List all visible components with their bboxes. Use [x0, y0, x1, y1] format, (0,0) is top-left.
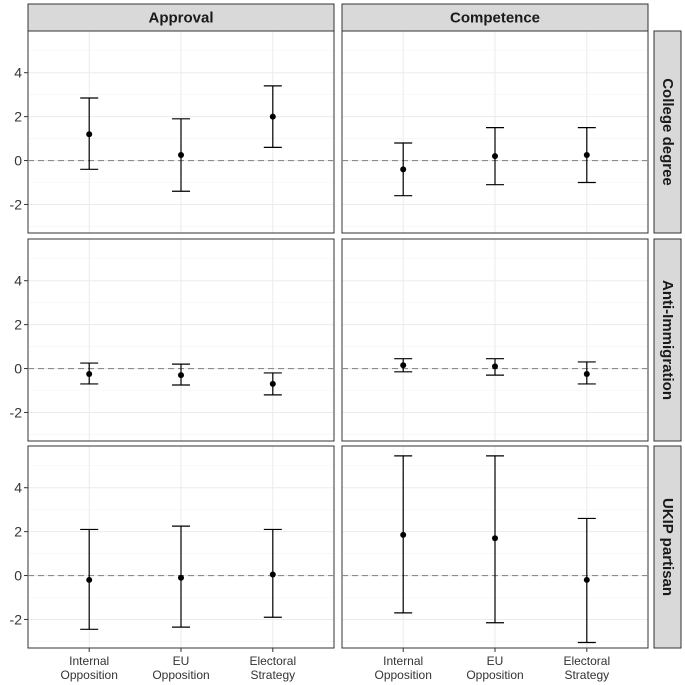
y-tick-label: -2 [10, 611, 23, 627]
error-bar-1 [486, 127, 504, 186]
row-strip-0: College degree [653, 30, 682, 234]
y-tick-label: 4 [14, 480, 22, 496]
y-tick-label: 4 [14, 65, 22, 81]
y-tick-label: 4 [14, 273, 22, 289]
error-bar-2 [263, 528, 282, 618]
x-tick-label: EU Opposition [466, 654, 523, 682]
estimate-point [492, 363, 498, 370]
error-bar-1 [172, 118, 190, 192]
row-label: College degree [659, 78, 676, 186]
panel-1-0: -2 0 2 4 [10, 238, 335, 442]
estimate-point [269, 571, 276, 578]
y-tick-label: 2 [14, 109, 22, 125]
y-tick-label: 2 [14, 317, 22, 333]
y-tick-label: 2 [14, 524, 22, 540]
x-tick-label: EU Opposition [152, 654, 209, 682]
panel-1-1 [341, 238, 649, 442]
error-bar-2 [577, 127, 596, 184]
estimate-point [583, 371, 590, 378]
estimate-point [269, 380, 276, 387]
row-label: Anti-Immigration [659, 280, 676, 400]
x-tick-label-line: Internal [383, 654, 423, 668]
error-bar-2 [577, 517, 596, 644]
error-bar-1 [172, 363, 190, 386]
estimate-point [400, 531, 407, 538]
error-bar-1 [486, 358, 504, 376]
x-tick-label-line: Opposition [375, 668, 432, 682]
x-tick-label-line: Electoral [249, 654, 296, 668]
estimate-point [400, 166, 407, 173]
column-strip-1: Competence [341, 3, 649, 32]
error-bar-1 [172, 525, 190, 628]
error-bar-0 [80, 97, 99, 170]
estimate-point [86, 371, 93, 378]
y-tick-label: 0 [14, 361, 22, 377]
error-bar-2 [263, 85, 282, 148]
x-tick-label-line: Opposition [152, 668, 209, 682]
error-bar-2 [263, 372, 282, 396]
x-tick-label-line: Strategy [250, 668, 295, 682]
row-label: UKIP partisan [659, 498, 676, 596]
error-bar-1 [486, 455, 504, 624]
estimate-point [492, 153, 498, 160]
row-strip-2: UKIP partisan [653, 445, 682, 649]
x-tick-label-line: Opposition [61, 668, 118, 682]
error-bar-0 [394, 455, 413, 614]
x-tick-label-line: Electoral [563, 654, 610, 668]
estimate-point [178, 152, 184, 159]
y-tick-label: -2 [10, 196, 23, 212]
estimate-point [86, 576, 93, 583]
estimate-point [583, 152, 590, 159]
y-tick-label: 0 [14, 568, 22, 584]
row-strip-1: Anti-Immigration [653, 238, 682, 442]
error-bar-0 [394, 358, 413, 373]
estimate-point [400, 362, 407, 369]
x-tick-label: Internal Opposition [61, 654, 118, 682]
estimate-point [269, 113, 276, 120]
column-strip-0: Approval [27, 3, 335, 32]
x-tick-label: Electoral Strategy [249, 654, 296, 682]
x-tick-label-line: Opposition [466, 668, 523, 682]
column-label: Competence [450, 10, 540, 27]
y-tick-label: -2 [10, 404, 23, 420]
estimate-point [178, 372, 184, 379]
panel-0-1 [341, 30, 649, 234]
x-tick-label-line: EU [487, 654, 504, 668]
y-tick-label: 0 [14, 153, 22, 169]
error-bar-0 [80, 362, 99, 385]
error-bar-0 [80, 528, 99, 630]
x-tick-label-line: Strategy [564, 668, 609, 682]
estimate-point [178, 574, 184, 581]
x-tick-label-line: EU [173, 654, 190, 668]
x-tick-label: Electoral Strategy [563, 654, 610, 682]
error-bar-0 [394, 142, 413, 197]
error-bar-2 [577, 361, 596, 385]
panel-0-0: -2 0 2 4 [10, 30, 335, 234]
x-tick-label-line: Internal [69, 654, 109, 668]
x-tick-label: Internal Opposition [375, 654, 432, 682]
column-label: Approval [148, 10, 213, 27]
estimate-point [86, 131, 93, 138]
estimate-point [583, 576, 590, 583]
estimate-point [492, 535, 498, 542]
